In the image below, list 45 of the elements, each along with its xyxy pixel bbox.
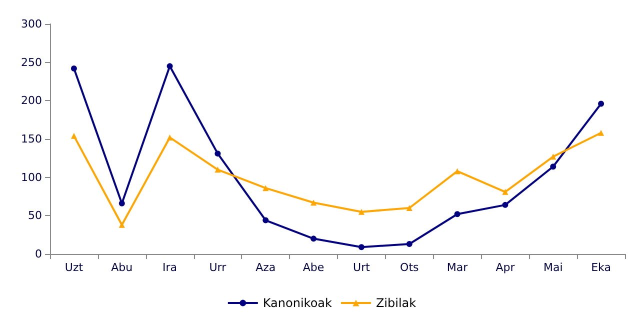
legend-label: Zibilak (376, 296, 416, 310)
point (214, 166, 221, 173)
x-tick-label: Urt (353, 261, 371, 274)
point (598, 130, 604, 136)
point (310, 200, 317, 206)
point (358, 244, 364, 250)
x-tick-label: Urr (209, 261, 227, 274)
y-tick-label: 300 (21, 18, 42, 30)
point (358, 208, 364, 215)
point (118, 222, 125, 228)
point (262, 217, 269, 224)
x-tick-label: Eka (591, 261, 611, 274)
y-tick-label: 200 (21, 94, 42, 108)
point (598, 100, 604, 107)
point (214, 150, 221, 157)
x-tick-label: Aza (256, 261, 276, 274)
point (166, 134, 173, 140)
point (454, 211, 460, 218)
point (550, 164, 556, 170)
point (502, 202, 508, 208)
x-tick-label: Mai (543, 261, 563, 274)
point (454, 168, 460, 174)
point (550, 154, 556, 160)
y-tick-label: 0 (35, 248, 42, 260)
x-tick-label: Ots (400, 261, 419, 274)
x-tick-label: Uzt (64, 261, 84, 274)
y-tick-label: 50 (28, 209, 42, 222)
point (406, 205, 412, 211)
x-tick-label: Apr (496, 261, 516, 274)
y-tick-label: 100 (21, 170, 42, 184)
y-tick-label: 150 (21, 132, 42, 146)
point (502, 188, 508, 195)
point (118, 200, 125, 206)
point (70, 132, 77, 139)
point (70, 65, 77, 72)
point (166, 63, 173, 70)
x-tick-label: Ira (162, 261, 178, 274)
legend-label: Kanonikoak (262, 296, 332, 310)
point (262, 185, 269, 192)
point (406, 241, 412, 248)
y-tick-label: 250 (21, 56, 42, 69)
x-tick-label: Abu (111, 261, 133, 274)
point (310, 236, 317, 242)
x-tick-label: Mar (446, 261, 468, 274)
x-tick-label: Abe (302, 261, 324, 274)
